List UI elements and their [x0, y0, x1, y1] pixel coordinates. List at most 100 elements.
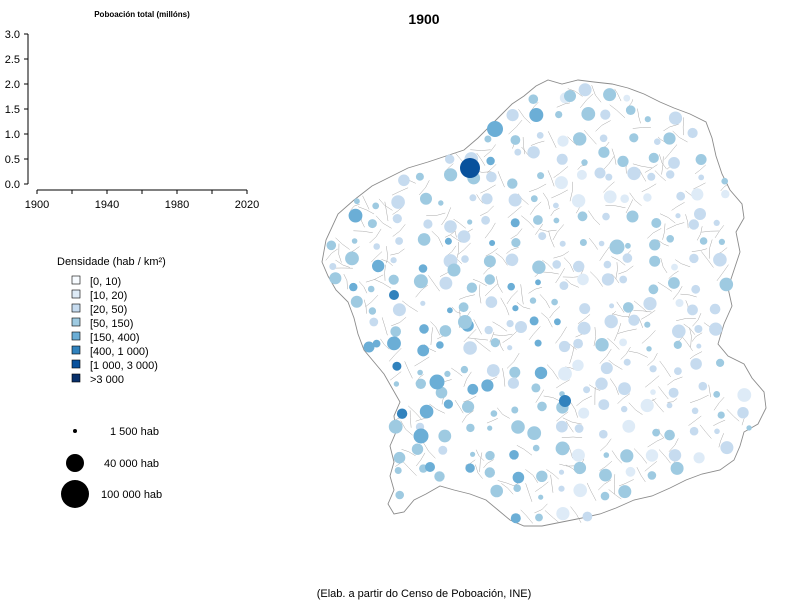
- municipality-bubble: [595, 377, 608, 390]
- municipality-bubble: [619, 275, 628, 284]
- municipality-bubble: [652, 428, 660, 437]
- municipality-boundary: [402, 461, 417, 476]
- municipality-boundary: [616, 301, 625, 313]
- municipality-boundary: [414, 356, 430, 367]
- municipality-boundary: [390, 371, 402, 381]
- municipality-boundary: [629, 192, 642, 206]
- municipality-bubble: [467, 383, 479, 395]
- municipality-bubble: [687, 304, 698, 316]
- municipality-boundary: [605, 205, 626, 209]
- municipality-boundary: [444, 231, 456, 238]
- municipality-boundary: [390, 248, 405, 256]
- municipality-boundary: [682, 117, 685, 136]
- municipality-boundary: [431, 230, 444, 247]
- municipality-boundary: [562, 417, 582, 425]
- municipality-boundary: [720, 183, 729, 192]
- municipality-bubble: [622, 253, 633, 263]
- municipality-boundary: [401, 449, 416, 457]
- municipality-bubble: [438, 445, 448, 455]
- legend-swatch-6: [71, 359, 81, 369]
- municipality-bubble: [605, 173, 613, 181]
- x-tick-1900: 1900: [25, 199, 49, 211]
- municipality-bubble: [486, 364, 500, 377]
- mini-chart-title: Poboación total (millóns): [94, 10, 190, 19]
- municipality-boundary: [350, 203, 360, 211]
- municipality-bubble: [507, 345, 513, 351]
- municipality-bubble: [466, 282, 478, 293]
- municipality-bubble: [709, 303, 721, 315]
- municipality-bubble: [531, 383, 541, 393]
- municipality-boundary: [549, 306, 561, 319]
- legend-label-6: [1 000, 3 000): [90, 360, 158, 372]
- municipality-boundary: [699, 424, 712, 439]
- municipality-bubble: [510, 135, 521, 145]
- municipality-boundary: [608, 360, 623, 370]
- municipality-bubble: [556, 153, 568, 165]
- municipality-boundary: [362, 195, 370, 210]
- municipality-boundary: [542, 192, 551, 210]
- municipality-bubble: [373, 243, 381, 250]
- municipality-bubble: [644, 116, 651, 123]
- municipality-boundary: [608, 489, 622, 500]
- municipality-bubble: [363, 341, 375, 353]
- municipality-bubble: [444, 168, 458, 182]
- municipality-bubble: [460, 365, 469, 374]
- municipality-boundary: [628, 402, 643, 415]
- municipality-boundary: [499, 339, 504, 352]
- municipality-bubble: [329, 263, 337, 270]
- municipality-bubble: [487, 425, 493, 431]
- municipality-bubble: [552, 260, 561, 269]
- municipality-bubble: [413, 428, 429, 444]
- municipality-bubble: [628, 314, 640, 326]
- municipality-bubble: [654, 138, 661, 145]
- municipality-boundary: [680, 293, 697, 298]
- municipality-bubble: [595, 338, 609, 352]
- municipality-boundary: [654, 170, 666, 181]
- municipality-bubble: [461, 255, 469, 263]
- municipality-bubble: [713, 252, 727, 267]
- municipality-bubble: [532, 444, 540, 452]
- municipality-boundary: [567, 88, 583, 97]
- municipality-bubble: [629, 133, 639, 143]
- municipality-bubble: [668, 111, 683, 125]
- municipality-bubble: [435, 386, 448, 399]
- municipality-boundary: [603, 181, 615, 193]
- municipality-bubble: [326, 240, 337, 251]
- municipality-boundary: [502, 330, 518, 343]
- municipality-boundary: [525, 469, 539, 483]
- municipality-boundary: [495, 276, 503, 293]
- municipality-bubble: [603, 260, 612, 269]
- municipality-boundary: [611, 450, 622, 464]
- municipality-bubble: [668, 387, 679, 398]
- municipality-bubble: [534, 339, 542, 347]
- municipality-boundary: [617, 393, 631, 404]
- municipality-bubble: [505, 253, 519, 267]
- municipality-bubble: [572, 359, 584, 371]
- municipality-bubble: [676, 191, 686, 201]
- municipality-bubble: [436, 341, 444, 349]
- municipality-bubble: [620, 194, 629, 203]
- municipality-boundary: [409, 410, 412, 428]
- municipality-boundary: [583, 130, 597, 145]
- municipality-bubble: [510, 513, 521, 524]
- municipality-boundary: [708, 384, 711, 398]
- municipality-boundary: [593, 327, 597, 347]
- municipality-bubble: [536, 470, 548, 482]
- legend-label-4: [150, 400): [90, 332, 140, 344]
- municipality-bubble: [559, 240, 566, 247]
- municipality-boundary: [507, 206, 522, 218]
- municipality-boundary: [561, 436, 583, 439]
- municipality-boundary: [682, 337, 693, 351]
- municipality-boundary: [625, 199, 634, 214]
- municipality-boundary: [506, 290, 518, 305]
- municipality-boundary: [472, 279, 487, 287]
- municipality-bubble: [486, 156, 495, 166]
- municipality-bubble: [345, 251, 359, 266]
- municipality-bubble: [528, 94, 539, 104]
- legend-swatch-0: [71, 275, 81, 285]
- municipality-bubble: [648, 152, 659, 163]
- municipality-boundary: [510, 228, 523, 240]
- municipality-bubble: [737, 407, 749, 419]
- x-tick-1940: 1940: [95, 199, 119, 211]
- municipality-boundary: [576, 395, 593, 407]
